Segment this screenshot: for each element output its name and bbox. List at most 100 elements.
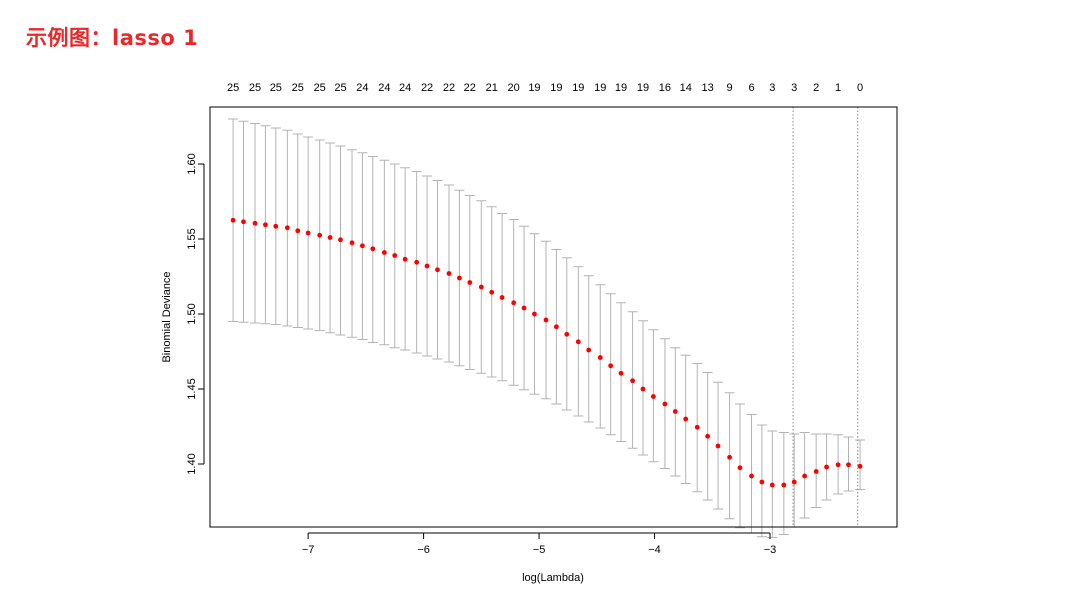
data-point — [608, 363, 614, 369]
data-point — [273, 223, 279, 229]
top-count-label: 14 — [680, 82, 692, 94]
data-point — [586, 347, 592, 353]
top-count-label: 9 — [727, 82, 733, 94]
top-count-label: 6 — [748, 82, 754, 94]
top-count-label: 25 — [270, 82, 282, 94]
top-count-label: 25 — [227, 82, 239, 94]
data-point — [630, 378, 635, 384]
x-axis-label: log(Lambda) — [522, 572, 584, 584]
data-point — [424, 263, 430, 269]
data-point — [511, 300, 517, 306]
data-point — [349, 240, 355, 246]
data-point — [478, 284, 484, 290]
data-point — [435, 267, 440, 273]
data-point — [769, 482, 775, 488]
x-tick-label: −5 — [533, 544, 546, 556]
top-count-label: 19 — [615, 82, 627, 94]
data-point — [543, 317, 549, 323]
data-point — [759, 479, 765, 485]
data-point — [835, 462, 841, 468]
y-tick-label: 1.45 — [186, 378, 198, 399]
top-count-label: 22 — [421, 82, 433, 94]
data-point — [618, 370, 624, 376]
data-point — [715, 443, 721, 449]
data-point — [564, 331, 570, 337]
top-count-label: 19 — [637, 82, 649, 94]
plot-area — [209, 106, 898, 528]
top-count-label: 19 — [572, 82, 584, 94]
x-tick-label: −3 — [764, 544, 777, 556]
data-point — [241, 219, 246, 225]
x-axis: −7 −6 −5 −4 −3 — [302, 532, 777, 556]
data-point — [694, 424, 700, 430]
data-point — [456, 275, 462, 281]
top-count-label: 19 — [550, 82, 562, 94]
data-point — [446, 271, 452, 276]
data-point — [360, 243, 365, 249]
y-tick-label: 1.50 — [186, 303, 198, 324]
data-point — [402, 256, 408, 262]
data-point — [370, 246, 376, 252]
data-point — [338, 237, 343, 243]
top-count-label: 25 — [314, 82, 326, 94]
data-point — [521, 305, 527, 311]
data-point — [727, 454, 732, 460]
data-point — [846, 462, 851, 468]
x-tick-label: −4 — [648, 544, 661, 556]
data-point — [857, 463, 863, 469]
data-point — [683, 416, 689, 422]
top-count-label: 24 — [356, 82, 368, 94]
top-count-label: 25 — [334, 82, 346, 94]
top-count-label: 0 — [857, 82, 863, 94]
top-count-label: 2 — [813, 82, 819, 94]
y-axis-label: Binomial Deviance — [161, 271, 173, 362]
data-point — [575, 339, 581, 345]
slide-title: 示例图：lasso 1 — [26, 26, 199, 50]
data-point — [597, 355, 603, 360]
lambda-lines — [792, 107, 859, 527]
top-axis: 25 25 25 25 25 25 24 24 24 22 22 22 21 20 19 19 19 19 19 19… — [227, 82, 863, 94]
data-point — [791, 479, 797, 485]
data-point — [640, 386, 646, 392]
y-tick-label: 1.55 — [186, 228, 198, 249]
y-tick-label: 1.60 — [186, 153, 198, 174]
data-point — [414, 259, 420, 265]
data-point — [781, 482, 787, 488]
top-count-label: 21 — [486, 82, 498, 94]
data-point — [824, 464, 829, 470]
data-point — [672, 409, 678, 414]
data-point — [327, 235, 333, 240]
top-count-label: 1 — [835, 82, 841, 94]
top-count-label: 20 — [508, 82, 520, 94]
data-point — [467, 280, 473, 285]
data-point — [317, 232, 323, 238]
data-point — [489, 289, 495, 295]
y-axis: 1.40 1.45 1.50 1.55 1.60 — [186, 153, 205, 475]
data-point — [650, 394, 656, 399]
top-count-label: 24 — [399, 82, 411, 94]
data-point — [662, 401, 668, 407]
data-point — [813, 469, 819, 474]
top-count-label: 25 — [292, 82, 304, 94]
top-count-label: 22 — [464, 82, 476, 94]
top-count-label: 24 — [378, 82, 390, 94]
data-point — [284, 225, 290, 231]
top-count-label: 22 — [443, 82, 455, 94]
data-point — [737, 465, 743, 471]
data-point — [252, 220, 258, 226]
data-point — [802, 473, 808, 479]
x-tick-label: −6 — [417, 544, 430, 556]
top-count-label: 25 — [249, 82, 261, 94]
data-point — [499, 295, 505, 300]
y-tick-label: 1.40 — [186, 453, 198, 474]
top-count-label: 13 — [702, 82, 714, 94]
data-point — [230, 217, 236, 223]
data-point — [392, 253, 398, 258]
data-point — [553, 324, 559, 330]
error-bars — [228, 118, 866, 538]
top-count-label: 3 — [791, 82, 797, 94]
top-count-label: 19 — [594, 82, 606, 94]
data-point — [305, 230, 311, 236]
x-tick-label: −7 — [302, 544, 315, 556]
